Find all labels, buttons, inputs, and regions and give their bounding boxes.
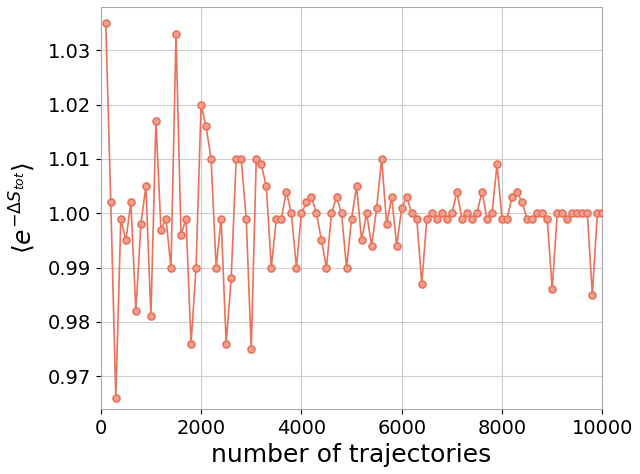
Y-axis label: $\langle e^{-\Delta S_{tot}} \rangle$: $\langle e^{-\Delta S_{tot}} \rangle$: [7, 162, 36, 254]
X-axis label: number of trajectories: number of trajectories: [211, 443, 492, 467]
